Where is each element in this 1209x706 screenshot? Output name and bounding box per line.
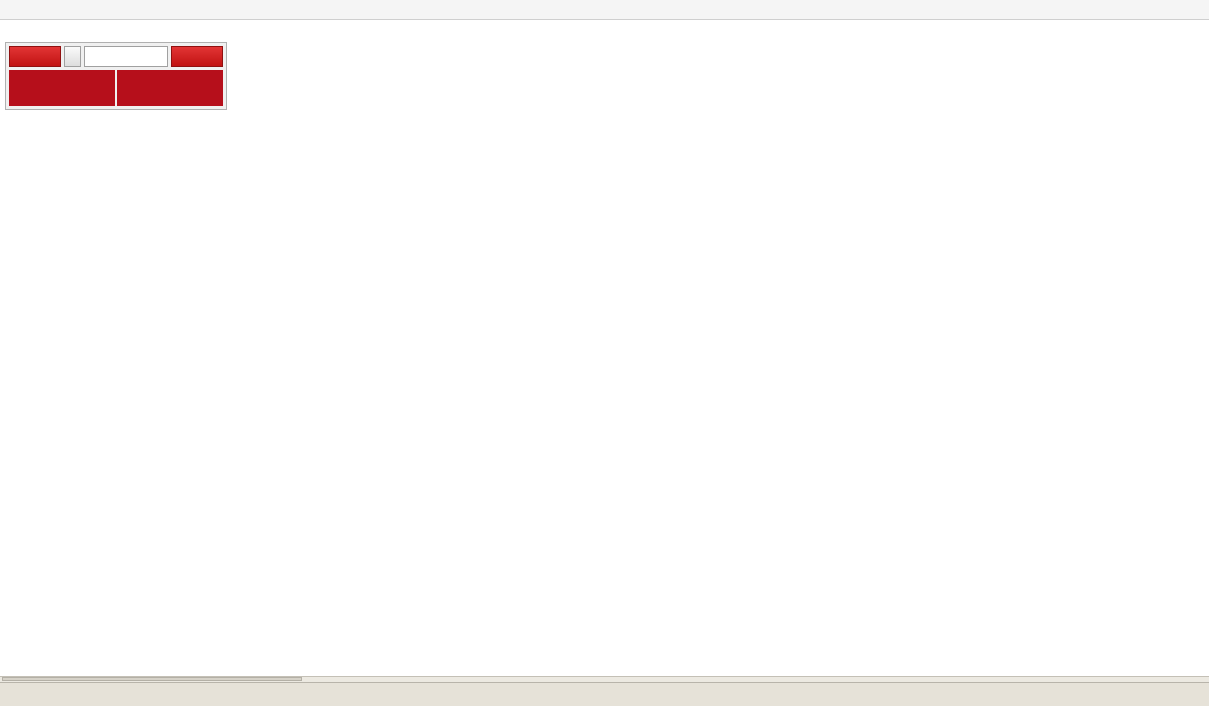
chart-window xyxy=(0,20,1209,676)
sell-price-display[interactable] xyxy=(9,70,115,106)
chart-tabs-bar xyxy=(0,682,1209,706)
buy-button[interactable] xyxy=(171,46,223,67)
buy-price-display[interactable] xyxy=(117,70,223,106)
one-click-trading-panel xyxy=(5,42,227,110)
price-chart-canvas[interactable] xyxy=(0,20,1209,676)
timeframe-toolbar xyxy=(0,0,1209,20)
sell-button[interactable] xyxy=(9,46,61,67)
volume-dropdown-button[interactable] xyxy=(64,46,81,67)
volume-input[interactable] xyxy=(84,46,168,67)
scrollbar-thumb[interactable] xyxy=(2,677,302,681)
horizontal-scrollbar[interactable] xyxy=(0,676,1209,682)
